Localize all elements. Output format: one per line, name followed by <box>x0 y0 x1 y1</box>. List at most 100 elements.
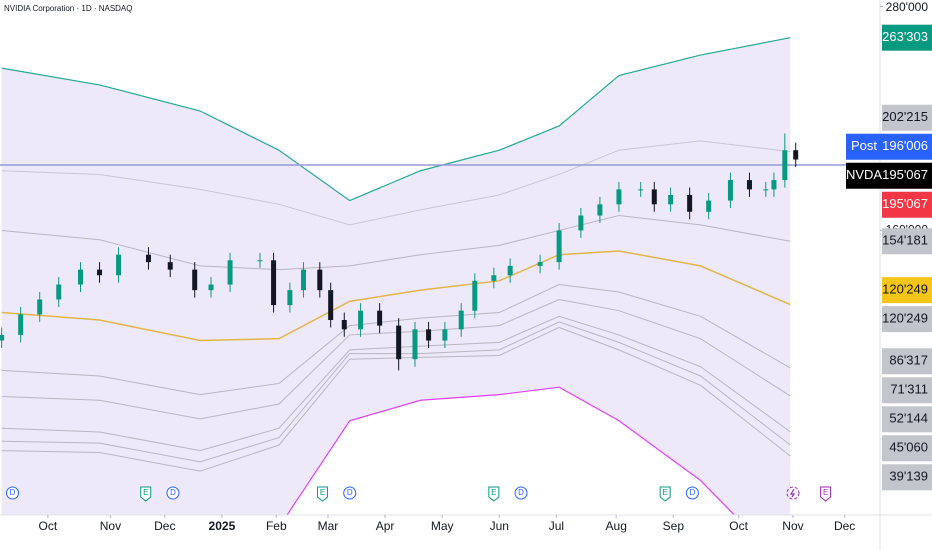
price-label-box <box>882 435 932 462</box>
band-line <box>1 315 791 452</box>
event-marker <box>140 486 152 502</box>
x-tick-label: Jul <box>549 519 564 533</box>
candle-body <box>687 194 693 212</box>
price-label-box <box>882 277 932 304</box>
x-tick-label: Dec <box>154 519 175 533</box>
candle-body <box>651 189 657 205</box>
candle-body <box>396 325 402 360</box>
price-label-box <box>882 464 932 491</box>
candle-body <box>782 150 788 181</box>
x-tick-label: Dec <box>834 519 855 533</box>
band-line <box>1 140 791 226</box>
candle-body <box>287 290 293 306</box>
plot-area <box>0 37 880 515</box>
price-tag-box <box>846 162 882 189</box>
event-marker <box>514 486 528 500</box>
candle-body <box>257 260 263 262</box>
price-label-box <box>882 24 932 51</box>
candle-body <box>208 284 214 291</box>
x-tick-label: Jun <box>490 519 509 533</box>
price-label-box <box>882 133 932 160</box>
price-label-box <box>882 377 932 404</box>
price-label-box <box>882 348 932 375</box>
price-label-box <box>882 191 932 218</box>
candle-body <box>426 329 432 341</box>
band-line <box>1 321 791 463</box>
x-tick-label: 2025 <box>209 519 236 533</box>
price-label: 71'311 <box>890 382 928 397</box>
candle-body <box>616 189 622 205</box>
candle-body <box>377 310 383 326</box>
candle-body <box>706 200 712 212</box>
x-tick-label: Nov <box>100 519 121 533</box>
candle-body <box>537 262 543 266</box>
price-label-box <box>882 306 932 333</box>
candle-body <box>358 310 364 330</box>
event-marker <box>343 486 357 500</box>
event-label: D <box>170 488 176 497</box>
band-area <box>1 37 791 515</box>
x-tick-label: Oct <box>729 519 748 533</box>
event-label: E <box>143 488 148 497</box>
candle-body <box>56 284 62 300</box>
candle-body <box>300 269 306 291</box>
event-label: E <box>320 488 325 497</box>
candle-body <box>763 189 769 191</box>
candle-body <box>145 254 151 263</box>
candle-body <box>668 194 674 205</box>
event-marker <box>488 486 500 502</box>
candle-body <box>472 280 478 311</box>
event-label: D <box>518 488 524 497</box>
event-marker <box>166 486 180 500</box>
event-marker <box>659 486 671 502</box>
candle-body <box>556 230 562 263</box>
price-label: 39'139 <box>889 469 928 484</box>
band-line <box>286 386 736 515</box>
price-label-box <box>882 162 932 189</box>
price-label: 45'060 <box>889 440 928 455</box>
candle-body <box>0 334 5 341</box>
event-marker <box>685 486 699 500</box>
price-label: 196'006 <box>882 138 928 153</box>
x-tick-label: Oct <box>39 519 58 533</box>
candle-body <box>37 299 43 315</box>
chart-title: NVIDIA Corporation · 1D · NASDAQ <box>4 4 132 13</box>
x-tick-label: Sep <box>663 519 685 533</box>
price-label: 195'067 <box>882 196 928 211</box>
y-tick-label: 280'000 <box>886 0 929 14</box>
event-marker <box>317 486 329 502</box>
candle-body <box>458 310 464 330</box>
price-tag: NVDA <box>846 167 882 182</box>
price-label-box <box>882 228 932 255</box>
event-label: E <box>662 488 667 497</box>
event-label: D <box>10 488 16 497</box>
event-label: D <box>689 488 695 497</box>
price-label: 154'181 <box>882 233 928 248</box>
candle-body <box>192 269 198 291</box>
candle-body <box>507 265 513 276</box>
candle-body <box>793 150 799 160</box>
event-label: D <box>347 488 353 497</box>
event-marker <box>6 486 20 500</box>
price-label-box <box>882 406 932 433</box>
x-tick-label: Apr <box>376 519 395 533</box>
candle-body <box>167 262 173 270</box>
band-line <box>1 326 791 472</box>
candle-body <box>328 290 334 321</box>
candle-body <box>77 269 83 285</box>
candle-body <box>317 269 323 291</box>
x-tick-label: Aug <box>606 519 627 533</box>
candle-body <box>97 269 103 276</box>
lightning-icon <box>786 486 800 500</box>
price-label: 120'249 <box>882 311 928 326</box>
candle-body <box>597 204 603 216</box>
band-line <box>1 37 791 202</box>
x-tick-label: Mar <box>318 519 339 533</box>
band-line <box>1 298 791 420</box>
candle-body <box>727 180 733 201</box>
price-label: 86'317 <box>889 353 928 368</box>
candle-body <box>638 189 644 191</box>
price-label: 120'249 <box>882 282 928 297</box>
